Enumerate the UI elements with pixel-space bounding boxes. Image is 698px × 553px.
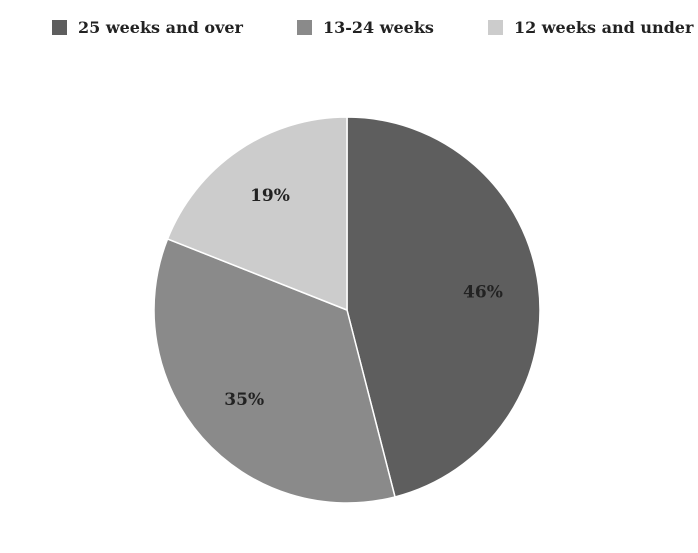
slice-data-label: 46% — [463, 282, 503, 302]
pie-slice-25-weeks-and-over — [346, 116, 541, 498]
legend-label: 12 weeks and under — [513, 18, 694, 37]
pie-slice-12-weeks-and-under — [166, 116, 348, 312]
slice-data-label: 19% — [250, 186, 290, 206]
legend-swatch — [52, 20, 67, 35]
legend-swatch — [296, 20, 312, 35]
legend-label: 13-24 weeks — [322, 18, 434, 37]
legend-item-12-weeks-and-under: 12 weeks and under — [487, 18, 694, 37]
legend-label: 25 weeks and over — [78, 18, 243, 37]
pie-slice-labels: 46% 35% 19% — [224, 186, 503, 410]
legend-swatch — [487, 20, 503, 35]
chart-legend: 25 weeks and over 13-24 weeks 12 weeks a… — [52, 18, 693, 37]
pie-slices — [153, 116, 541, 504]
slice-data-label: 35% — [224, 390, 264, 410]
legend-item-25-weeks-and-over: 25 weeks and over — [52, 18, 243, 37]
pie-slice-13-24-weeks — [153, 237, 396, 504]
legend-item-13-24-weeks: 13-24 weeks — [296, 18, 434, 37]
